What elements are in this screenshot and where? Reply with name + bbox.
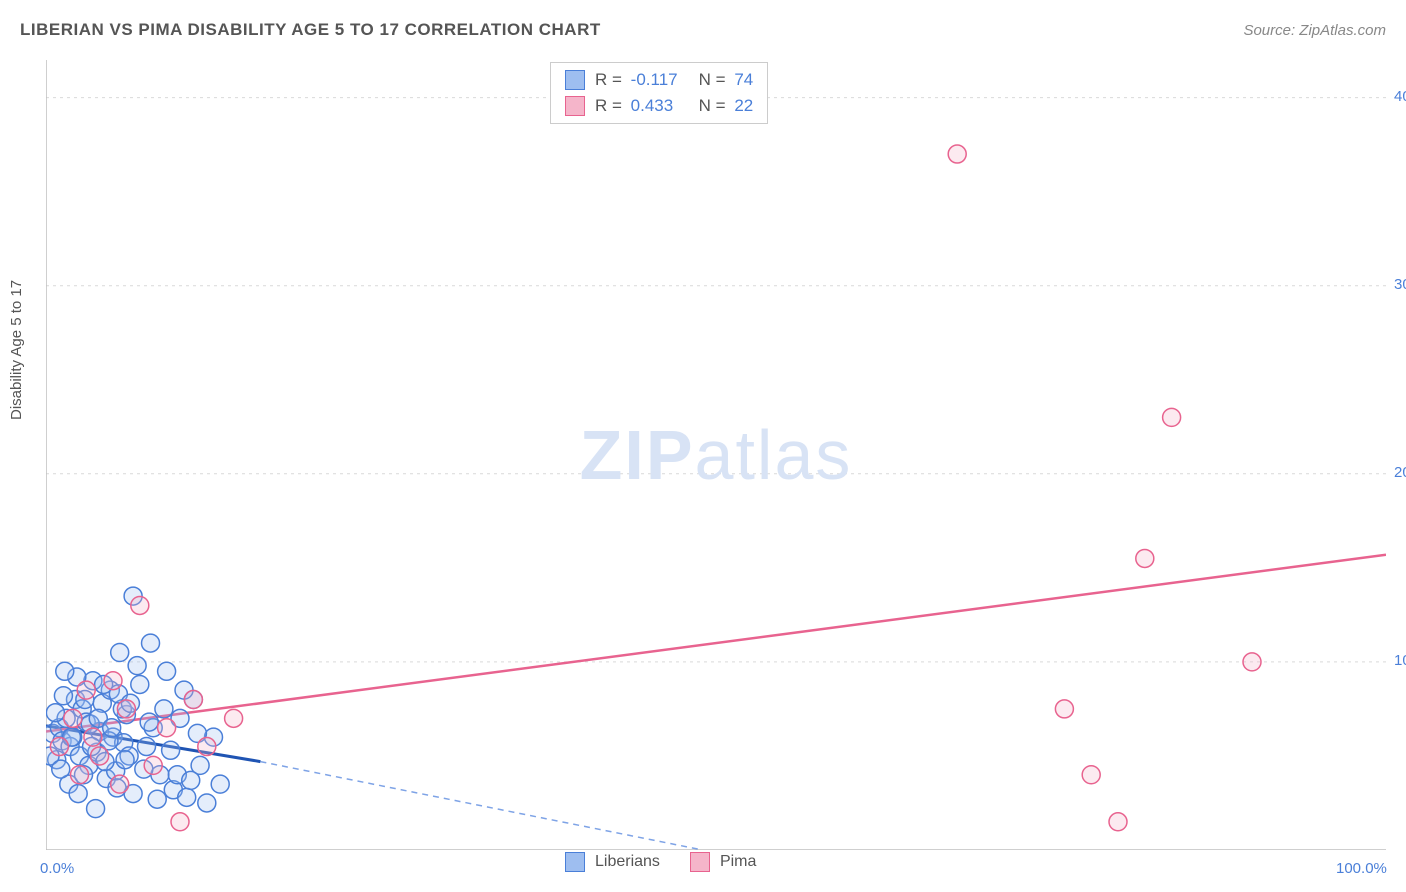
- legend-label: Liberians: [595, 853, 660, 871]
- y-tick-label: 40.0%: [1394, 88, 1406, 105]
- stat-n-label: N =: [699, 96, 726, 115]
- legend-item-pima: Pima: [690, 852, 756, 872]
- stat-r-label: R =: [595, 96, 622, 115]
- y-tick-label: 20.0%: [1394, 464, 1406, 481]
- legend-swatch-liberians: [565, 852, 585, 872]
- chart-title: LIBERIAN VS PIMA DISABILITY AGE 5 TO 17 …: [20, 20, 601, 40]
- chart-source: Source: ZipAtlas.com: [1243, 22, 1386, 39]
- legend-label: Pima: [720, 853, 756, 871]
- stat-n-value: 74: [734, 70, 753, 89]
- stats-box: R = -0.117 N = 74 R = 0.433 N = 22: [550, 62, 768, 124]
- chart-area: ZIPatlas: [46, 60, 1386, 850]
- x-tick-label: 0.0%: [40, 860, 74, 877]
- stats-swatch-pima: [565, 96, 585, 116]
- legend-swatch-pima: [690, 852, 710, 872]
- chart-header: LIBERIAN VS PIMA DISABILITY AGE 5 TO 17 …: [20, 20, 1386, 40]
- y-axis-label: Disability Age 5 to 17: [8, 280, 25, 420]
- x-tick-label: 100.0%: [1336, 860, 1387, 877]
- stat-r-value: 0.433: [631, 96, 689, 116]
- stat-n-label: N =: [699, 70, 726, 89]
- stat-r-label: R =: [595, 70, 622, 89]
- stats-row: R = 0.433 N = 22: [551, 93, 767, 119]
- stat-n-value: 22: [734, 96, 753, 115]
- stats-row: R = -0.117 N = 74: [551, 67, 767, 93]
- y-tick-label: 30.0%: [1394, 276, 1406, 293]
- stats-swatch-liberians: [565, 70, 585, 90]
- chart-legend: Liberians Pima: [565, 852, 756, 872]
- y-tick-label: 10.0%: [1394, 652, 1406, 669]
- stat-r-value: -0.117: [631, 70, 689, 90]
- legend-item-liberians: Liberians: [565, 852, 660, 872]
- scatter-plot: [46, 60, 1386, 850]
